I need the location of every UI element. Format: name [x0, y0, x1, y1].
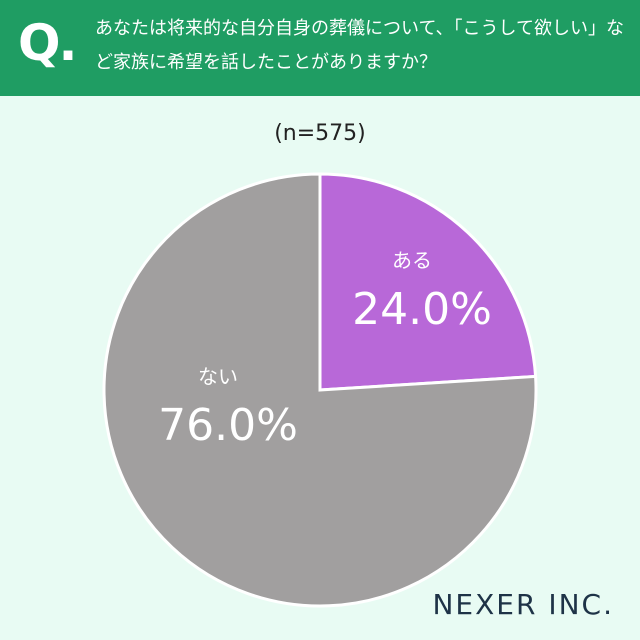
value-label: 24.0% [352, 284, 492, 335]
value-label: 76.0% [158, 400, 298, 451]
slice-label: ある [392, 249, 432, 273]
pie-slice [102, 172, 538, 608]
pie-slice [318, 172, 538, 392]
chart-title: あなたは将来的な自分自身の葬儀について、「こうして欲しい」など家族に希望を話した… [95, 18, 625, 73]
question-mark: Q. [18, 14, 77, 72]
chart-subtitle: (n=575) [274, 121, 366, 146]
brand: NEXER INC. [432, 588, 614, 621]
slice-label: ない [198, 365, 238, 389]
header: Q. あなたは将来的な自分自身の葬儀について、「こうして欲しい」など家族に希望を… [0, 0, 640, 96]
